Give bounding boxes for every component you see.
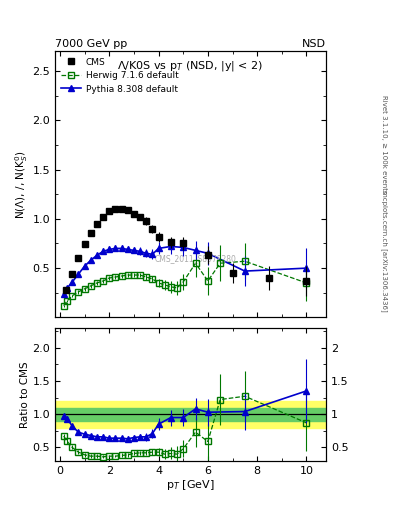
X-axis label: p$_T$ [GeV]: p$_T$ [GeV] (166, 478, 215, 493)
Text: mcplots.cern.ch [arXiv:1306.3436]: mcplots.cern.ch [arXiv:1306.3436] (381, 190, 388, 312)
Legend: CMS, Herwig 7.1.6 default, Pythia 8.308 default: CMS, Herwig 7.1.6 default, Pythia 8.308 … (58, 54, 182, 97)
Y-axis label: Ratio to CMS: Ratio to CMS (20, 361, 29, 428)
Text: $\Lambda$/K0S vs p$_T$ (NSD, |y| < 2): $\Lambda$/K0S vs p$_T$ (NSD, |y| < 2) (118, 59, 264, 73)
Text: NSD: NSD (302, 38, 326, 49)
Text: 7000 GeV pp: 7000 GeV pp (55, 38, 127, 49)
Text: CMS_2011_S8978280: CMS_2011_S8978280 (155, 254, 237, 263)
Bar (55, 408, 326, 421)
Y-axis label: N($\Lambda$), /, N(K$^0_S$): N($\Lambda$), /, N(K$^0_S$) (13, 150, 29, 219)
Bar (55, 401, 326, 428)
Text: Rivet 3.1.10, ≥ 100k events: Rivet 3.1.10, ≥ 100k events (381, 95, 387, 194)
